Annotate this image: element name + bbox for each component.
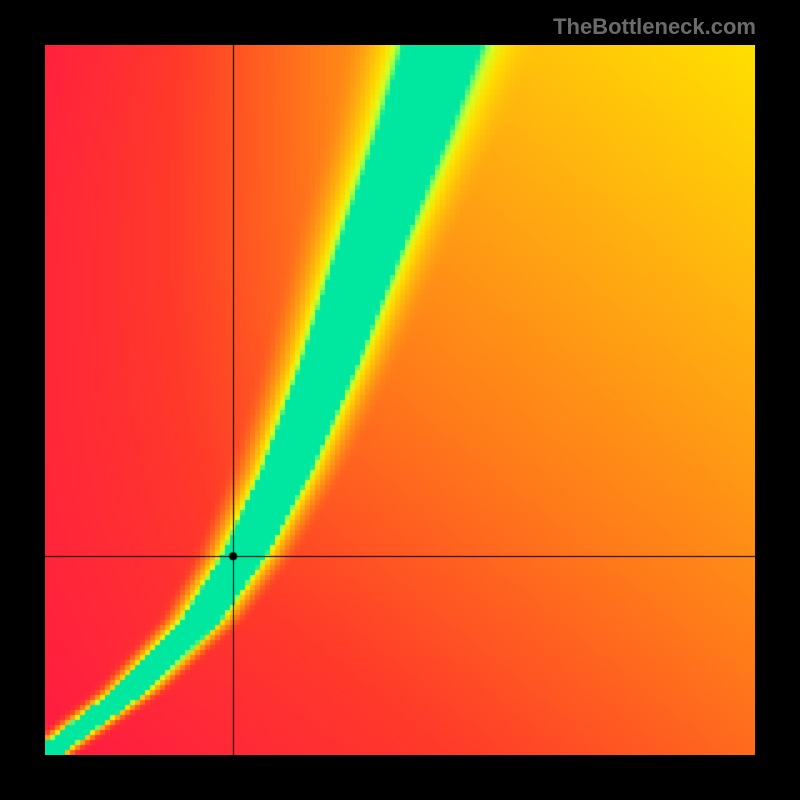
watermark-text: TheBottleneck.com [553,14,756,40]
bottleneck-heatmap [45,45,755,755]
